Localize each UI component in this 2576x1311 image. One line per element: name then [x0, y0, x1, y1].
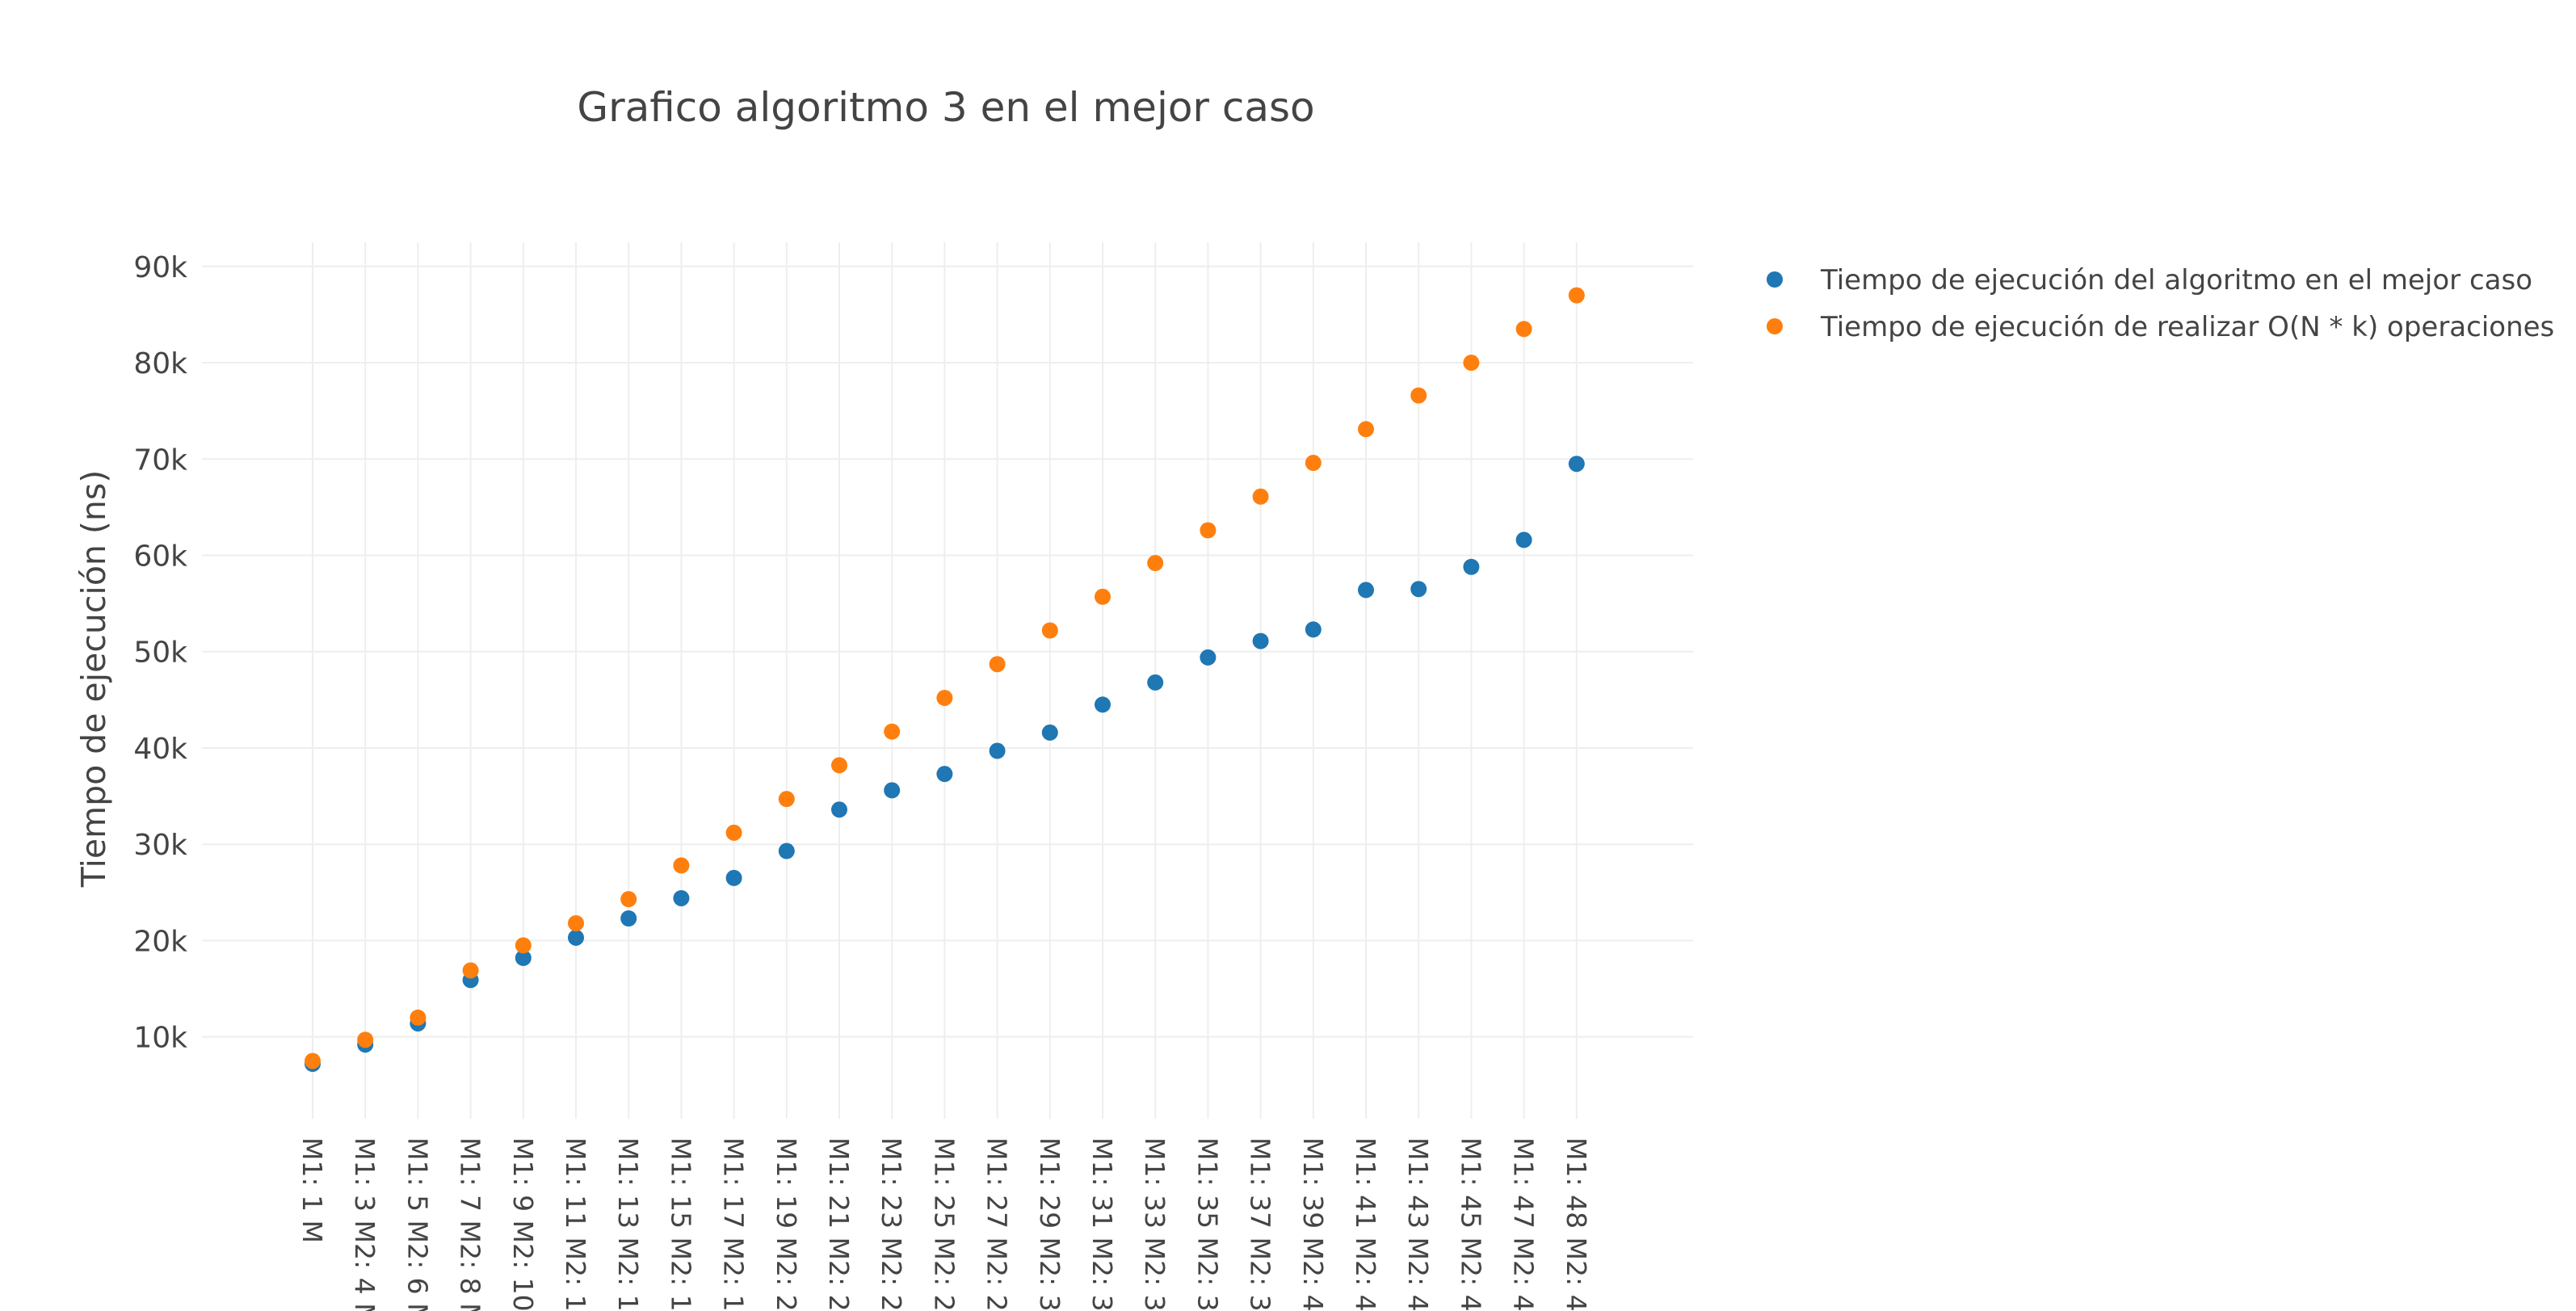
legend-label: Tiempo de ejecución de realizar O(N * k)…	[1820, 311, 2554, 343]
data-point	[673, 889, 690, 906]
x-tick-label: M1: 23 M2: 2	[876, 1137, 907, 1311]
data-point	[1147, 674, 1164, 691]
x-tick-label: M1: 13 M2: 1	[612, 1137, 644, 1311]
legend-item-2[interactable]: Tiempo de ejecución de realizar O(N * k)…	[1767, 311, 2554, 343]
data-point	[620, 910, 637, 927]
legend-item-1[interactable]: Tiempo de ejecución del algoritmo en el …	[1767, 264, 2532, 296]
data-point	[831, 757, 847, 774]
data-point	[1358, 582, 1374, 599]
data-point	[673, 857, 690, 874]
data-point	[305, 1053, 321, 1069]
data-point	[831, 801, 847, 818]
x-tick-label: M1: 39 M2: 4	[1297, 1137, 1329, 1311]
x-tick-label: M1: 1 M	[296, 1137, 328, 1243]
x-tick-label: M1: 33 M2: 3	[1139, 1137, 1170, 1311]
x-tick-label: M1: 19 M2: 2	[771, 1137, 802, 1311]
y-axis-ticks: 10k 20k 30k 40k 50k 60k 70k 80k 90k	[133, 251, 187, 1055]
data-point	[462, 962, 479, 979]
x-tick-label: M1: 17 M2: 1	[718, 1137, 750, 1311]
data-point	[1041, 724, 1058, 741]
x-tick-label: M1: 43 M2: 4	[1402, 1137, 1434, 1311]
data-point	[725, 869, 742, 886]
legend-marker	[1767, 271, 1783, 288]
x-tick-label: M1: 35 M2: 3	[1191, 1137, 1223, 1311]
data-point	[1305, 455, 1322, 472]
data-point	[1358, 421, 1374, 438]
y-tick-label: 20k	[133, 925, 187, 958]
data-point	[410, 1009, 427, 1026]
data-point	[936, 766, 953, 783]
data-point	[778, 842, 795, 859]
data-point	[620, 891, 637, 908]
data-point	[1463, 558, 1480, 575]
chart-title: Grafico algoritmo 3 en el mejor caso	[577, 84, 1314, 131]
data-point	[1463, 355, 1480, 372]
data-point	[1095, 588, 1111, 605]
data-points	[305, 287, 1585, 1073]
data-point	[936, 689, 953, 706]
y-tick-label: 90k	[133, 251, 187, 284]
data-point	[568, 914, 584, 931]
data-point	[778, 791, 795, 808]
data-point	[725, 824, 742, 841]
data-point	[884, 723, 901, 740]
x-tick-label: M1: 11 M2: 1	[560, 1137, 591, 1311]
y-axis-label: Tiempo de ejecución (ns)	[74, 470, 113, 889]
x-tick-label: M1: 21 M2: 2	[823, 1137, 855, 1311]
data-point	[357, 1032, 374, 1048]
x-tick-label: M1: 29 M2: 3	[1034, 1137, 1065, 1311]
x-tick-label: M1: 48 M2: 4	[1561, 1137, 1592, 1311]
data-point	[1095, 696, 1111, 713]
data-point	[568, 929, 584, 946]
y-tick-label: 40k	[133, 733, 187, 766]
data-point	[884, 782, 901, 799]
x-tick-label: M1: 37 M2: 3	[1245, 1137, 1276, 1311]
data-point	[515, 937, 532, 954]
y-tick-label: 30k	[133, 829, 187, 862]
x-axis-ticks: M1: 1 M M1: 3 M2: 4 M M1: 5 M2: 6 M M1: 7 M…	[296, 1137, 1592, 1311]
data-point	[989, 656, 1006, 673]
data-point	[989, 742, 1006, 759]
data-point	[1147, 555, 1164, 572]
y-tick-label: 80k	[133, 347, 187, 380]
legend[interactable]: Tiempo de ejecución del algoritmo en el …	[1767, 264, 2554, 343]
data-point	[1200, 649, 1217, 666]
data-point	[1515, 532, 1532, 548]
gridlines	[202, 242, 1693, 1119]
y-tick-label: 70k	[133, 443, 187, 477]
data-point	[515, 949, 532, 966]
data-point	[1410, 387, 1427, 404]
data-point	[1041, 622, 1058, 639]
x-tick-label: M1: 3 M2: 4 M	[349, 1137, 380, 1311]
data-point	[1568, 287, 1585, 304]
data-point	[1252, 632, 1269, 649]
x-tick-label: M1: 27 M2: 2	[981, 1137, 1013, 1311]
x-tick-label: M1: 5 M2: 6 M	[401, 1137, 433, 1311]
series-2	[305, 287, 1585, 1069]
data-point	[1252, 488, 1269, 505]
x-tick-label: M1: 15 M2: 1	[665, 1137, 696, 1311]
data-point	[1568, 456, 1585, 473]
x-tick-label: M1: 45 M2: 4	[1455, 1137, 1486, 1311]
x-tick-label: M1: 31 M2: 3	[1086, 1137, 1118, 1311]
data-point	[1410, 581, 1427, 598]
x-tick-label: M1: 9 M2: 10	[507, 1137, 539, 1311]
x-tick-label: M1: 7 M2: 8 M	[455, 1137, 486, 1311]
y-tick-label: 60k	[133, 540, 187, 574]
data-point	[1200, 522, 1217, 539]
x-tick-label: M1: 47 M2: 4	[1508, 1137, 1540, 1311]
legend-marker	[1767, 318, 1783, 334]
y-tick-label: 10k	[133, 1022, 187, 1055]
legend-label: Tiempo de ejecución del algoritmo en el …	[1820, 264, 2532, 296]
data-point	[1515, 321, 1532, 338]
y-tick-label: 50k	[133, 637, 187, 670]
x-tick-label: M1: 41 M2: 4	[1350, 1137, 1381, 1311]
x-tick-label: M1: 25 M2: 2	[928, 1137, 960, 1311]
data-point	[1305, 621, 1322, 638]
